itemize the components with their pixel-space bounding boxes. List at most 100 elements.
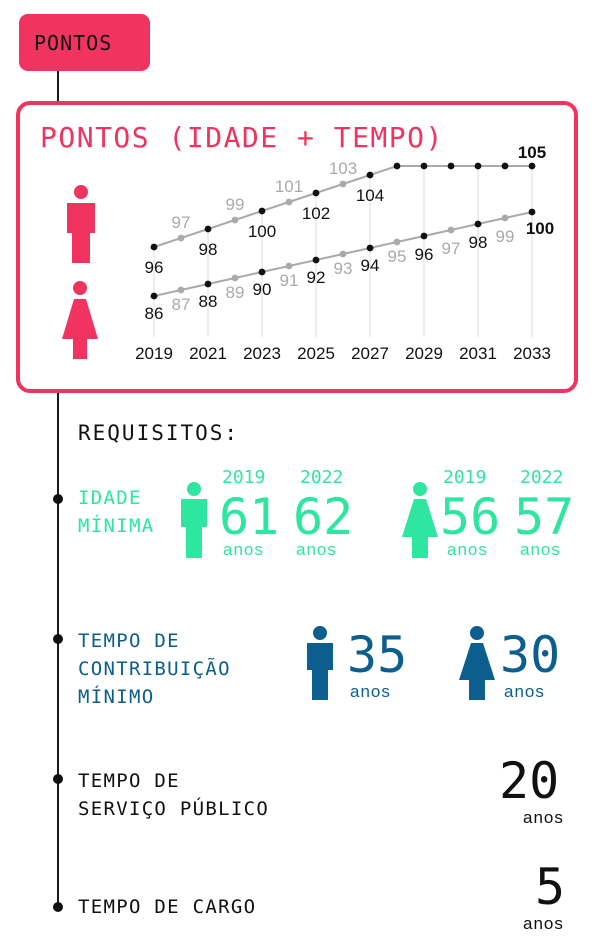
pontos-tab: PONTOS	[19, 14, 150, 71]
data-label: 91	[280, 271, 299, 290]
timeline-dot-cargo	[53, 902, 63, 912]
x-tick-label: 2023	[243, 344, 281, 363]
x-tick-label: 2021	[189, 344, 227, 363]
timeline-dot-idade	[53, 494, 63, 504]
data-point	[528, 162, 536, 170]
timeline-dot-contribuicao	[53, 634, 63, 644]
contribuicao-female-unit: anos	[504, 682, 545, 701]
cargo-label: TEMPO DE CARGO	[78, 896, 257, 918]
data-label: 94	[361, 256, 380, 275]
data-point	[447, 226, 455, 234]
pontos-card: PONTOS (IDADE + TEMPO) 96 97 98 99 100 101 102…	[16, 101, 578, 393]
timeline-line	[57, 68, 59, 908]
data-point	[177, 234, 185, 242]
data-point	[231, 216, 239, 224]
data-label: 99	[496, 227, 515, 246]
male-icon	[307, 626, 333, 700]
data-point	[312, 256, 320, 264]
data-label: 102	[302, 204, 330, 223]
data-label: 92	[307, 268, 326, 287]
x-tick-label: 2033	[513, 344, 551, 363]
data-label: 101	[275, 177, 303, 196]
female-icon	[402, 482, 438, 558]
idade-male-year-a: 2019	[222, 467, 266, 488]
timeline-dot-servico	[53, 774, 63, 784]
data-label: 99	[226, 195, 245, 214]
contribuicao-male-unit: anos	[350, 682, 391, 701]
data-point	[420, 162, 428, 170]
data-point	[150, 243, 158, 251]
data-point	[204, 280, 212, 288]
data-point	[285, 198, 293, 206]
male-icon	[67, 185, 95, 263]
data-label: 95	[388, 247, 407, 266]
idade-male-value-a: 61	[219, 488, 280, 546]
idade-female-value-b: 57	[514, 488, 575, 546]
servico-value: 20	[499, 752, 560, 810]
data-point	[204, 225, 212, 233]
idade-label: IDADE MÍNIMA	[78, 487, 155, 537]
data-label: 105	[518, 143, 546, 162]
male-icon	[181, 482, 207, 558]
idade-female-year-b: 2022	[520, 467, 564, 488]
contribuicao-female-value: 30	[500, 626, 561, 684]
x-tick-label: 2031	[459, 344, 497, 363]
idade-female-unit-a: anos	[447, 540, 488, 559]
data-label: 97	[172, 213, 191, 232]
data-point	[231, 274, 239, 282]
data-label: 87	[172, 295, 191, 314]
data-point	[339, 180, 347, 188]
data-point	[420, 232, 428, 240]
data-point	[366, 244, 374, 252]
data-point	[258, 207, 266, 215]
idade-female-year-a: 2019	[443, 467, 487, 488]
idade-female-unit-b: anos	[520, 540, 561, 559]
data-point	[177, 286, 185, 294]
data-point	[366, 171, 374, 179]
data-point	[501, 162, 509, 170]
data-label: 93	[334, 259, 353, 278]
data-label: 96	[415, 245, 434, 264]
data-point	[447, 162, 455, 170]
data-label: 96	[145, 258, 164, 277]
idade-male-year-b: 2022	[300, 467, 344, 488]
cargo-value: 5	[535, 858, 566, 916]
data-point	[501, 214, 509, 222]
data-label: 100	[526, 219, 554, 238]
cargo-unit: anos	[523, 914, 564, 933]
data-point	[150, 292, 158, 300]
data-point	[393, 162, 401, 170]
requirements-heading: REQUISITOS:	[78, 421, 240, 445]
data-point	[474, 220, 482, 228]
data-point	[339, 250, 347, 258]
data-point	[528, 208, 536, 216]
female-icon	[62, 281, 98, 359]
data-label: 103	[329, 159, 357, 178]
contribuicao-male-value: 35	[347, 626, 408, 684]
data-label: 88	[199, 292, 218, 311]
data-label: 90	[253, 280, 272, 299]
data-point	[474, 162, 482, 170]
data-label: 100	[248, 222, 276, 241]
data-point	[312, 189, 320, 197]
idade-female-value-a: 56	[440, 488, 501, 546]
pontos-tab-label: PONTOS	[34, 30, 113, 55]
idade-male-unit-a: anos	[223, 540, 264, 559]
idade-male-unit-b: anos	[296, 540, 337, 559]
data-label: 97	[442, 239, 461, 258]
data-label: 104	[356, 186, 384, 205]
data-point	[258, 268, 266, 276]
card-title: PONTOS (IDADE + TEMPO)	[40, 121, 444, 154]
data-point	[285, 262, 293, 270]
data-label: 98	[199, 240, 218, 259]
servico-label: TEMPO DE SERVIÇO PÚBLICO	[78, 770, 270, 820]
idade-male-value-b: 62	[293, 488, 354, 546]
contribuicao-label: TEMPO DE CONTRIBUIÇÃO MÍNIMO	[78, 630, 231, 708]
x-tick-label: 2029	[405, 344, 443, 363]
data-label: 98	[469, 233, 488, 252]
data-point	[393, 238, 401, 246]
x-tick-label: 2019	[135, 344, 173, 363]
data-label: 86	[145, 304, 164, 323]
female-icon	[459, 626, 495, 700]
